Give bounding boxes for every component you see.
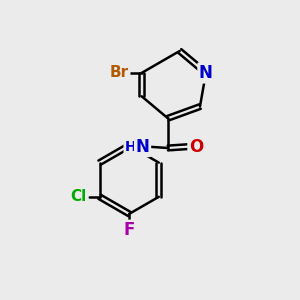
Text: Cl: Cl xyxy=(71,189,87,204)
Text: N: N xyxy=(199,64,213,82)
Text: H: H xyxy=(125,140,136,154)
Text: F: F xyxy=(124,221,135,239)
Text: Br: Br xyxy=(110,65,129,80)
Text: N: N xyxy=(136,137,149,155)
Text: O: O xyxy=(189,137,203,155)
